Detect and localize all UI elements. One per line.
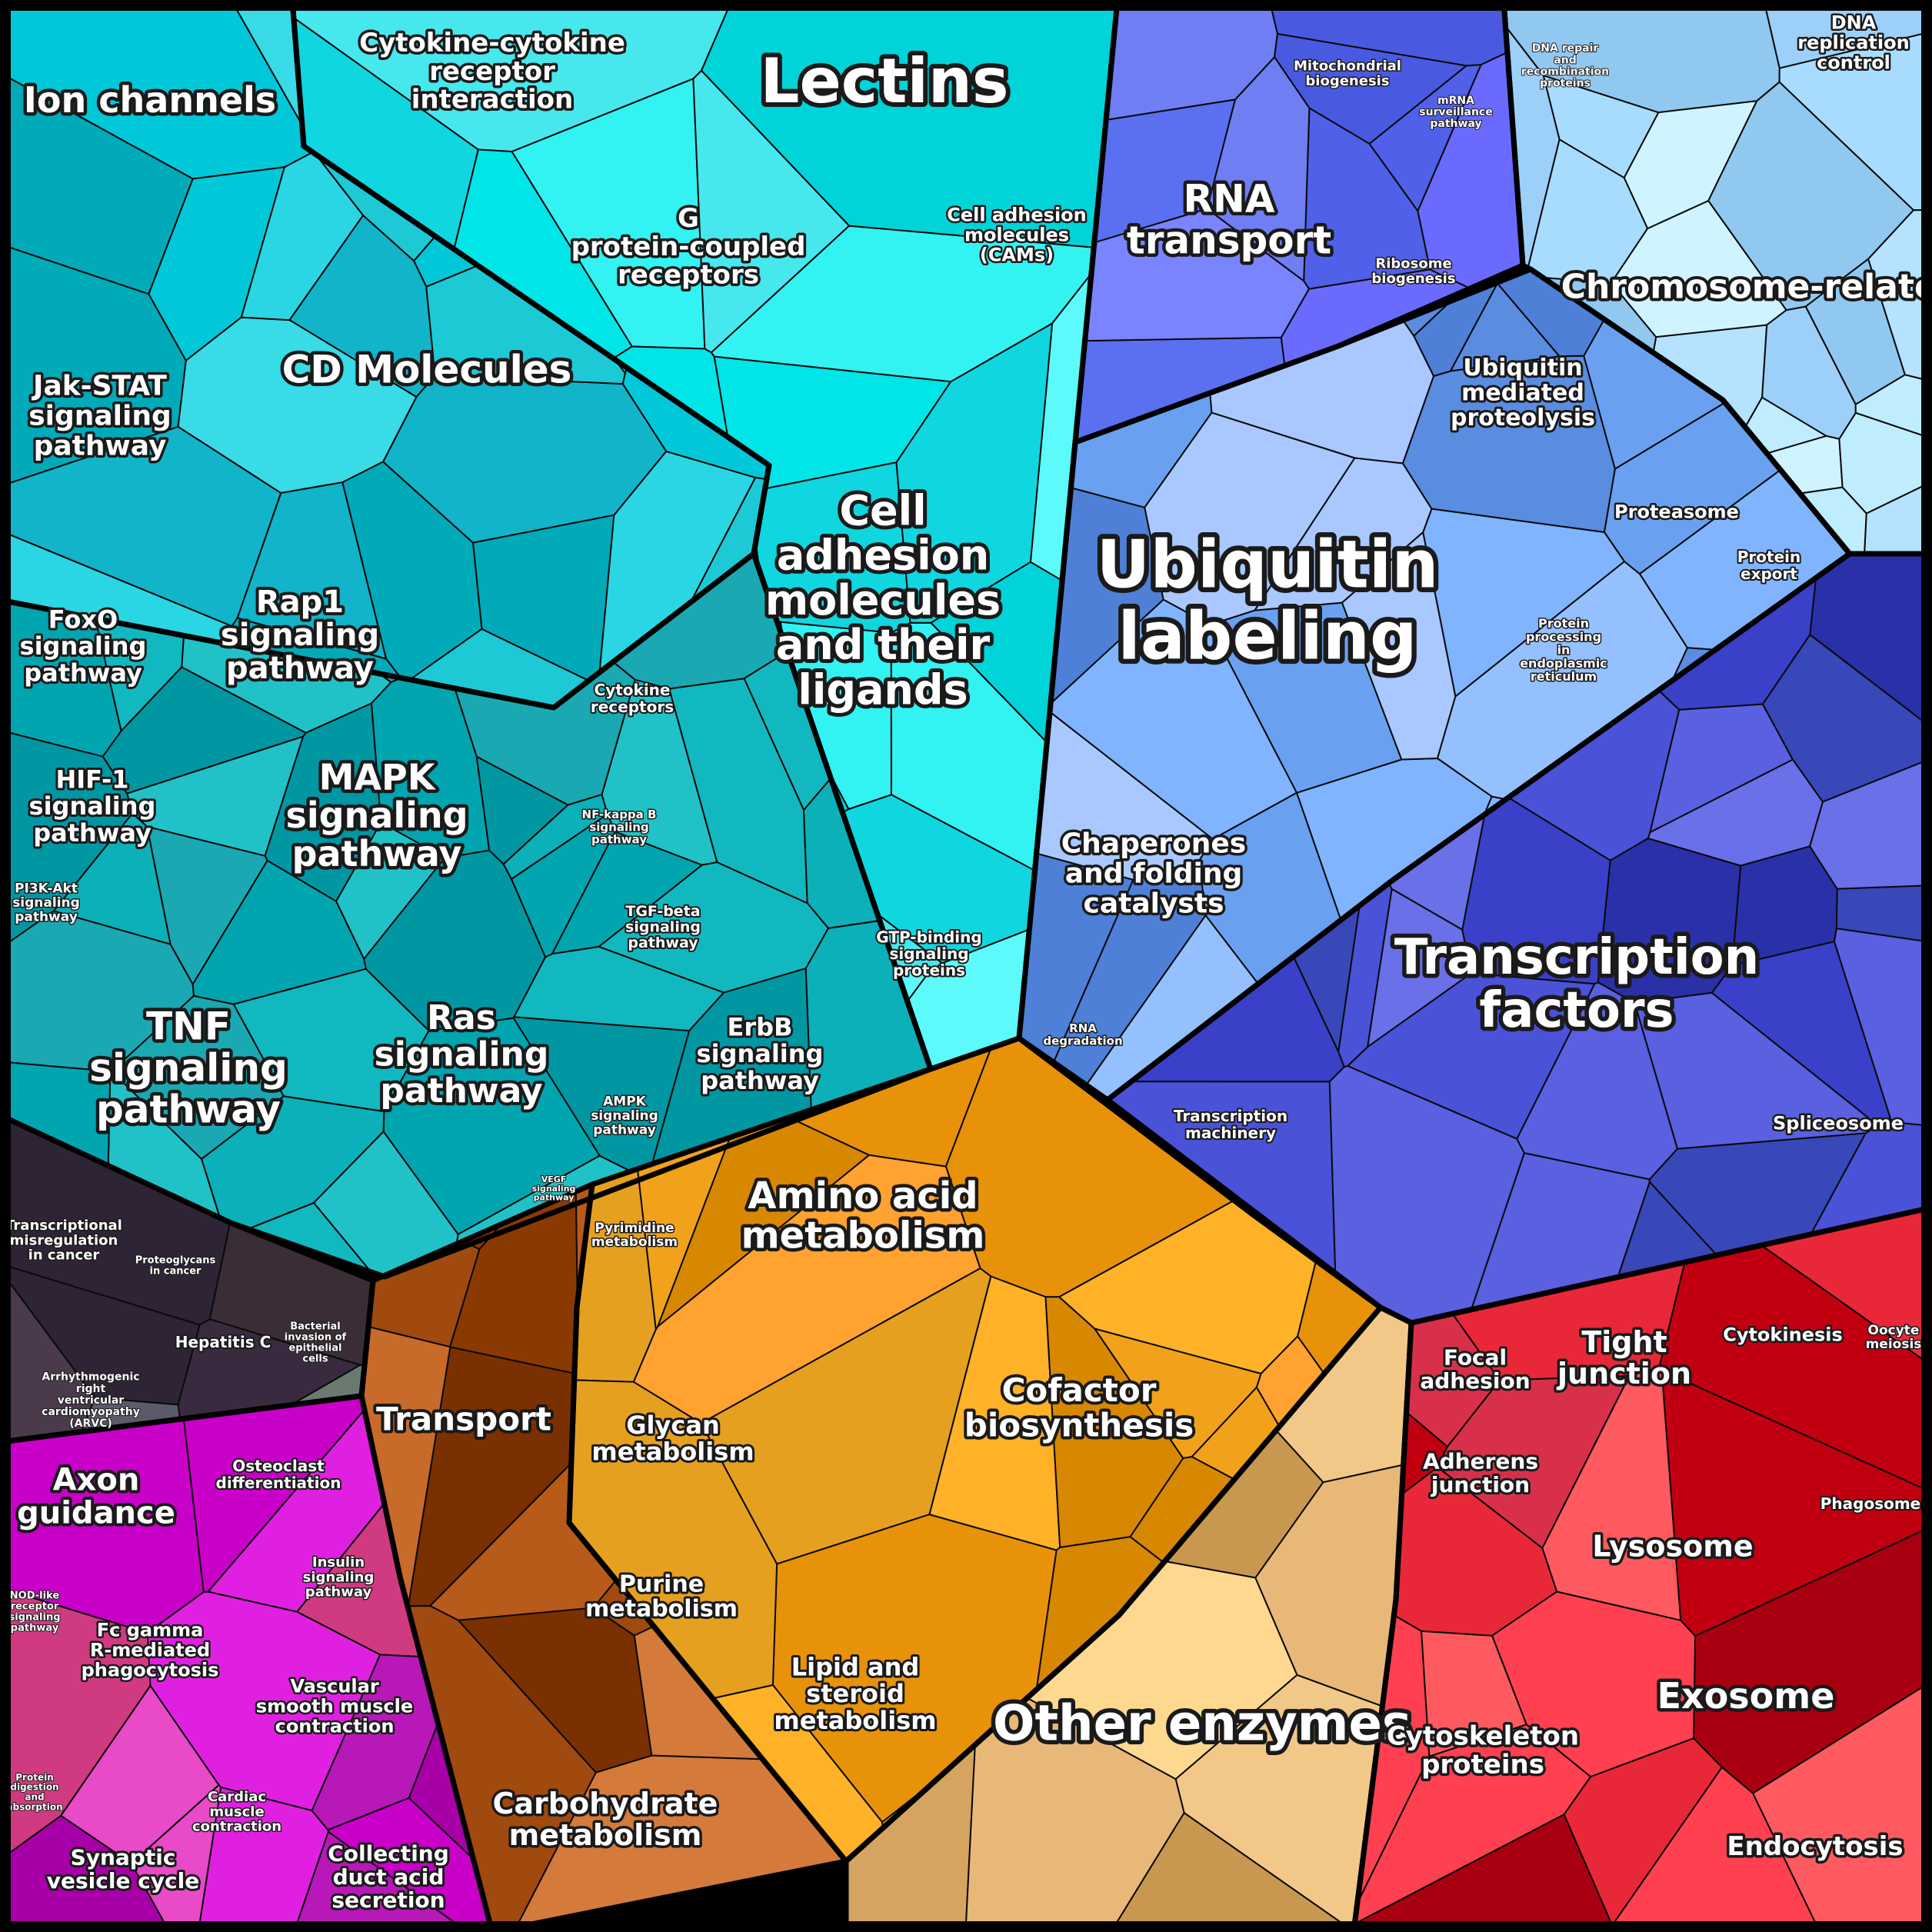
- cell-skyblue: [1707, 81, 1914, 311]
- label-transcription-machinery: Transcription machinery: [1174, 1107, 1287, 1142]
- label-spliceosome: Spliceosome: [1773, 1112, 1904, 1134]
- label-ampk-signaling-pathway: AMPK signaling pathway: [591, 1094, 658, 1138]
- label-mapk-signaling-pathway: MAPK signaling pathway: [285, 756, 468, 874]
- label-cd-molecules: CD Molecules: [282, 348, 572, 392]
- label-ribosome-biogenesis: Ribosome biogenesis: [1371, 256, 1455, 287]
- label-mitochondrial-biogenesis: Mitochondrial biogenesis: [1294, 58, 1401, 89]
- label-cell-adhesion-molecules-cams: Cell adhesion molecules (CAMs): [947, 205, 1087, 266]
- label-cell-adhesion-molecules-and-their-ligands: Cell adhesion molecules and their ligands: [765, 486, 1001, 714]
- label-ubiquitin-labeling: Ubiquitin labeling: [1097, 527, 1439, 675]
- cell-teal: [598, 861, 829, 994]
- cell-orange: [1044, 1296, 1184, 1548]
- label-phagosome: Phagosome: [1820, 1494, 1921, 1513]
- label-adherens-junction: Adherens junction: [1423, 1449, 1538, 1497]
- label-hepatitis-c: Hepatitis C: [175, 1333, 271, 1351]
- label-vegf-signaling-pathway: VEGF signaling pathway: [532, 1174, 576, 1203]
- label-transport: Transport: [376, 1401, 551, 1438]
- label-focal-adhesion: Focal adhesion: [1420, 1345, 1530, 1394]
- cell-royal: [1206, 56, 1311, 282]
- label-pi3k-akt-signaling-pathway: PI3K-Akt signaling pathway: [12, 881, 80, 925]
- cell-skyblue: [1752, 0, 1932, 69]
- label-chaperones-and-folding-catalysts: Chaperones and folding catalysts: [1061, 828, 1247, 920]
- label-lectins: Lectins: [761, 45, 1009, 117]
- label-cytokinesis: Cytokinesis: [1723, 1324, 1843, 1345]
- label-cofactor-biosynthesis: Cofactor biosynthesis: [964, 1371, 1194, 1444]
- label-arrhythmogenic-right-ventricular-cardiomyopathy: Arrhythmogenic right ventricular cardiomyop…: [42, 1371, 140, 1430]
- label-tight-junction: Tight junction: [1556, 1325, 1691, 1391]
- label-rna-degradation: RNA degradation: [1043, 1021, 1122, 1048]
- cell-indigo: [1634, 991, 1879, 1150]
- label-cytokine-receptors: Cytokine receptors: [591, 681, 674, 716]
- cell-skyblue: [1525, 138, 1649, 284]
- cell-teal: [335, 821, 446, 960]
- label-protein-export: Protein export: [1737, 548, 1800, 583]
- label-cytokine-cytokine-receptor-interaction: Cytokine-cytokine receptor interaction: [359, 28, 625, 115]
- label-dna-repair-and-recombination-proteins: DNA repair and recombination proteins: [1521, 42, 1609, 89]
- label-erbb-signaling-pathway: ErbB signaling pathway: [697, 1013, 824, 1095]
- label-layer: Ion channels Cytokine-cytokine receptor in…: [5, 10, 1932, 1915]
- label-cardiac-muscle-contraction: Cardiac muscle contraction: [192, 1789, 281, 1835]
- label-chromosome-related: Chromosome-related: [1561, 267, 1932, 306]
- label-collecting-duct-acid-secretion: Collecting duct acid secretion: [328, 1841, 449, 1913]
- label-ion-channels: Ion channels: [24, 79, 276, 121]
- cell-teal: [511, 813, 616, 958]
- cell-teal: [0, 718, 134, 982]
- label-protein-processing-in-endoplasmic-reticulum: Protein processing in endoplasmic reticulum: [1520, 616, 1607, 684]
- label-hif-1-signaling-pathway: HIF-1 signaling pathway: [29, 765, 156, 848]
- label-carbohydrate-metabolism: Carbohydrate metabolism: [493, 1787, 718, 1852]
- label-lysosome: Lysosome: [1592, 1529, 1753, 1563]
- label-osteoclast-differentiation: Osteoclast differentiation: [216, 1457, 341, 1492]
- label-insulin-signaling-pathway: Insulin signaling pathway: [303, 1554, 375, 1601]
- cell-lightcyan: [692, 69, 850, 354]
- cell-indigo: [1834, 928, 1932, 1132]
- label-exosome: Exosome: [1657, 1675, 1835, 1717]
- label-ubiquitin-mediated-proteolysis: Ubiquitin mediated proteolysis: [1451, 355, 1595, 431]
- label-proteoglycans-in-cancer: Proteoglycans in cancer: [135, 1255, 216, 1277]
- label-pyrimidine-metabolism: Pyrimidine metabolism: [591, 1221, 678, 1250]
- label-dna-replication-control: DNA replication control: [1797, 12, 1909, 74]
- cell-magenta: [311, 1654, 464, 1831]
- label-amino-acid-metabolism: Amino acid metabolism: [741, 1174, 985, 1257]
- label-nod-like-receptor-signaling-pathway: NOD-like receptor signaling pathway: [9, 1591, 61, 1634]
- label-oocyte-meiosis: Oocyte meiosis: [1866, 1323, 1922, 1352]
- cell-magenta: [0, 1814, 194, 1932]
- label-fc-gamma-r-mediated-phagocytosis: Fc gamma R-mediated phagocytosis: [82, 1620, 219, 1681]
- label-cytoskeleton-proteins: Cytoskeleton proteins: [1387, 1721, 1579, 1780]
- label-transcription-factors: Transcription factors: [1394, 929, 1759, 1039]
- cell-red: [1491, 1591, 1697, 1777]
- label-other-enzymes: Other enzymes: [993, 1695, 1411, 1752]
- cell-teal: [146, 825, 268, 985]
- label-ras-signaling-pathway: Ras signaling pathway: [375, 998, 549, 1111]
- label-bacterial-invasion-of-epithelial-cells: Bacterial invasion of epithelial cells: [285, 1321, 347, 1365]
- label-tgf-beta-signaling-pathway: TGF-beta signaling pathway: [625, 903, 701, 951]
- label-rap1-signaling-pathway: Rap1 signaling pathway: [221, 585, 379, 686]
- label-synaptic-vesicle-cycle: Synaptic vesicle cycle: [47, 1845, 199, 1894]
- label-rna-transport: RNA transport: [1127, 177, 1331, 263]
- label-protein-digestion-and-absorption: Protein digestion and absorption: [6, 1772, 62, 1813]
- cell-darkpurple: [0, 1261, 201, 1406]
- label-transcriptional-misregulation-in-cancer: Transcriptional misregulation in cancer: [5, 1217, 122, 1264]
- label-tnf-signaling-pathway: TNF signaling pathway: [89, 1004, 288, 1132]
- cell-magenta: [327, 1797, 492, 1932]
- label-gtp-binding-signaling-proteins: GTP-binding signaling proteins: [876, 928, 981, 979]
- label-glycan-metabolism: Glycan metabolism: [591, 1411, 754, 1467]
- label-lipid-and-steroid-metabolism: Lipid and steroid metabolism: [774, 1653, 936, 1735]
- label-jak-stat-signaling-pathway: Jak-STAT signaling pathway: [28, 371, 172, 462]
- label-mrna-surveillance-pathway: mRNA surveillance pathway: [1419, 95, 1492, 130]
- label-purine-metabolism: Purine metabolism: [585, 1571, 738, 1622]
- label-axon-guidance: Axon guidance: [17, 1462, 175, 1531]
- label-foxo-signaling-pathway: FoxO signaling pathway: [20, 605, 147, 688]
- label-endocytosis: Endocytosis: [1727, 1831, 1903, 1862]
- cell-skyblue: [1861, 458, 1932, 554]
- label-vascular-smooth-muscle-contraction: Vascular smooth muscle contraction: [256, 1676, 413, 1737]
- cell-periblue: [1422, 508, 1625, 698]
- label-proteasome: Proteasome: [1614, 501, 1739, 522]
